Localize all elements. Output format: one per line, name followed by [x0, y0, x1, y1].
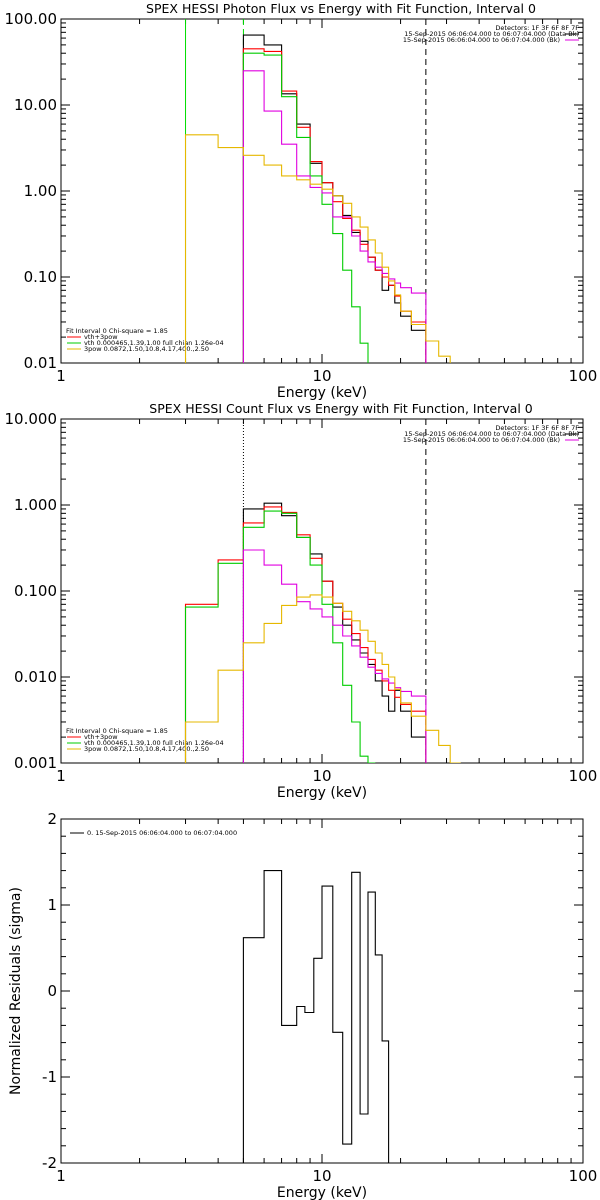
- y-tick-label: 10.00: [14, 96, 57, 114]
- legend-total-fit: vth+3pow: [84, 733, 118, 741]
- series-background: [184, 594, 461, 763]
- x-tick-label: 100: [569, 767, 598, 785]
- legend-bk-interval: 15-Sep-2015 06:06:04.000 to 06:07:04.000…: [403, 36, 560, 44]
- plot-frame: [60, 818, 584, 1164]
- series-vth: [184, 510, 376, 763]
- legend-residual-interval: 0. 15-Sep-2015 06:06:04.000 to 06:07:04.…: [87, 829, 237, 837]
- x-axis-label: Energy (keV): [277, 1185, 367, 1200]
- legend-thermal: vth 0.000465,1.39,1.00 full chian 1.26e-…: [84, 339, 224, 347]
- x-tick-label: 1: [56, 1167, 66, 1185]
- count-flux-panel: SPEX HESSI Count Flux vs Energy with Fit…: [5, 401, 598, 801]
- y-tick-label: 0.010: [14, 668, 57, 686]
- legend-detectors: Detectors: 1F 3F 6F 8F 7F: [495, 24, 579, 32]
- series-data: [242, 34, 427, 363]
- series-vth-3pow: [184, 506, 427, 763]
- y-tick-label: 0.01: [24, 354, 57, 372]
- legend-nonthermal: 3pow 0.0872,1.50,10.8,4.17,400.,2.50: [84, 345, 209, 353]
- y-tick-label: 0.10: [24, 268, 57, 286]
- y-tick-label: 100.00: [5, 10, 58, 28]
- legend-fit-interval: Fit Interval 0 Chi-square = 1.85: [66, 727, 168, 735]
- series-background: [184, 134, 451, 363]
- photon-flux-panel: SPEX HESSI Photon Flux vs Energy with Fi…: [5, 1, 598, 401]
- y-tick-label: -2: [42, 1154, 57, 1172]
- y-axis-label: Normalized Residuals (sigma): [8, 887, 24, 1095]
- series-vth-3pow: [242, 48, 427, 363]
- x-tick-label: 100: [569, 367, 598, 385]
- y-tick-label: 0.001: [14, 754, 57, 772]
- y-tick-label: 2: [47, 810, 57, 828]
- chart-title: SPEX HESSI Count Flux vs Energy with Fit…: [149, 401, 532, 416]
- y-tick-label: 1.00: [24, 182, 57, 200]
- x-tick-label: 10: [312, 767, 331, 785]
- series-3pow: [242, 70, 427, 363]
- legend-data-interval: 15-Sep-2015 06:06:04.000 to 06:07:04.000…: [404, 30, 579, 38]
- chart-title: SPEX HESSI Photon Flux vs Energy with Fi…: [146, 1, 536, 16]
- legend-data-interval: 15-Sep-2015 06:06:04.000 to 06:07:04.000…: [404, 430, 579, 438]
- x-tick-label: 1: [56, 767, 66, 785]
- legend-bk-interval: 15-Sep-2015 06:06:04.000 to 06:07:04.000…: [403, 436, 560, 444]
- y-tick-label: 10.000: [5, 410, 58, 428]
- series-vth: [242, 52, 369, 363]
- legend-total-fit: vth+3pow: [84, 333, 118, 341]
- y-tick-label: -1: [42, 1068, 57, 1086]
- legend-fit-interval: Fit Interval 0 Chi-square = 1.85: [66, 327, 168, 335]
- x-tick-label: 100: [569, 1167, 598, 1185]
- x-axis-label: Energy (keV): [277, 385, 367, 401]
- y-tick-label: 0.100: [14, 582, 57, 600]
- y-tick-label: 1: [47, 896, 57, 914]
- series-residuals: [242, 870, 426, 1163]
- legend-detectors: Detectors: 1F 3F 6F 8F 7F: [495, 424, 579, 432]
- legend-thermal: vth 0.000465,1.39,1.00 full chian 1.26e-…: [84, 739, 224, 747]
- residuals-panel: Energy (keV) Normalized Residuals (sigma…: [8, 810, 597, 1200]
- y-tick-label: 0: [47, 982, 57, 1000]
- x-tick-label: 10: [312, 367, 331, 385]
- x-tick-label: 1: [56, 367, 66, 385]
- x-tick-label: 10: [312, 1167, 331, 1185]
- x-axis-label: Energy (keV): [277, 785, 367, 801]
- legend-nonthermal: 3pow 0.0872,1.50,10.8,4.17,400.,2.50: [84, 745, 209, 753]
- y-tick-label: 1.000: [14, 496, 57, 514]
- series-3pow: [242, 549, 427, 763]
- series-data: [242, 502, 427, 763]
